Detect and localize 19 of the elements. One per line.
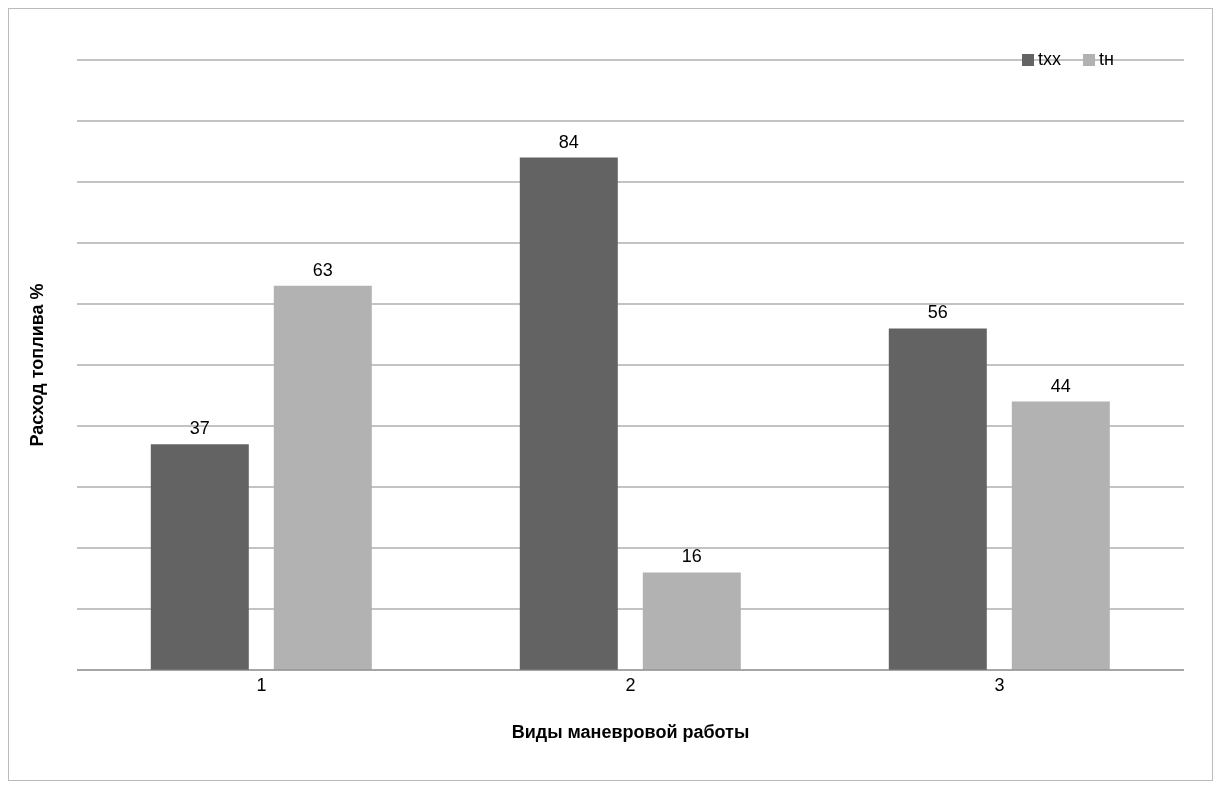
legend-label: tн [1098, 49, 1114, 70]
x-tick-label: 2 [625, 674, 636, 695]
data-label: 84 [558, 131, 579, 152]
data-label: 63 [312, 259, 333, 280]
bar [273, 285, 372, 670]
y-axis-title: Расход топлива % [27, 283, 48, 447]
legend-label: tхх [1037, 49, 1062, 70]
bar [888, 328, 987, 670]
x-axis-title: Виды маневровой работы [511, 722, 750, 742]
x-tick-label: 1 [256, 674, 267, 695]
data-label: 56 [927, 302, 948, 323]
x-tick-label: 3 [994, 674, 1005, 695]
data-label: 44 [1050, 375, 1071, 396]
data-label: 16 [681, 546, 702, 567]
bar [1011, 401, 1110, 670]
bar [519, 157, 618, 670]
data-label: 37 [189, 418, 210, 439]
bar [150, 444, 249, 670]
bar [642, 572, 741, 670]
